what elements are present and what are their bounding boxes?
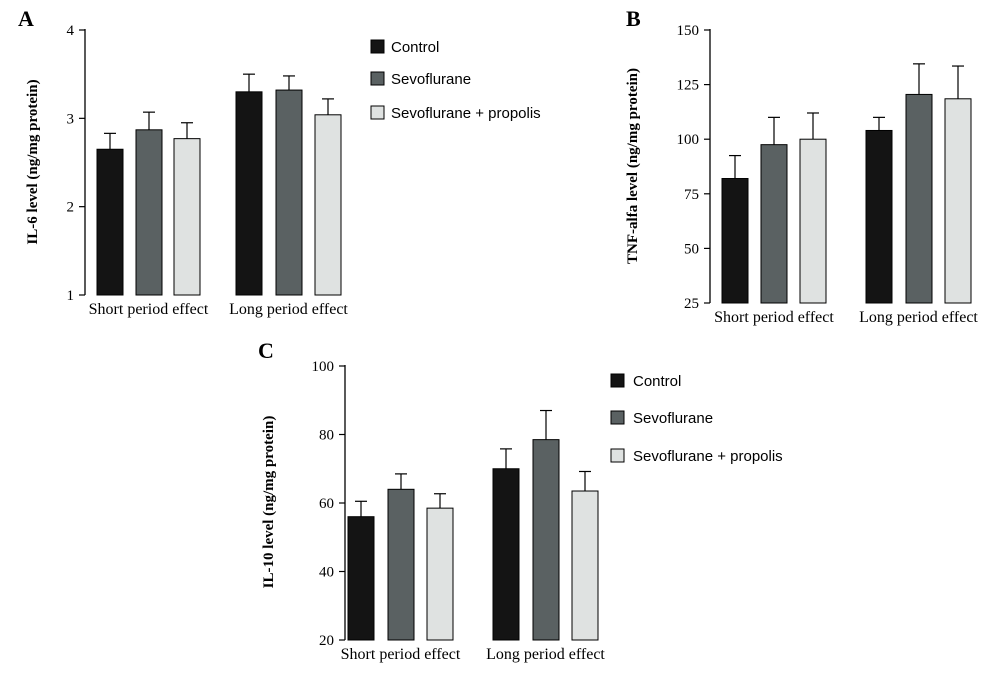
panel-b-category-label: Short period effect (714, 309, 834, 326)
panel-c-ytick-label: 40 (319, 565, 334, 581)
panel-c-short-period-effect-sevoflurane-propolis-bar (426, 507, 454, 641)
legend-label-sevoflurane: Sevoflurane (391, 71, 471, 88)
panel-c-axes: 20 40 60 80 100 Short period effect Long perio… (312, 359, 606, 663)
panel-a-letter: A (18, 6, 34, 31)
panel-c-ytick-label: 60 (319, 496, 334, 512)
legend-item-control: Control (370, 39, 439, 56)
panel-c-category-label: Short period effect (341, 646, 461, 663)
legend-label-control: Control (391, 39, 439, 56)
panel-a-axes: 1 2 3 4 Short period effect Long period effec… (67, 23, 349, 318)
legend-swatch-control (610, 373, 625, 388)
panel-c: C IL-10 level (ng/mg protein) 20 40 60 80 10… (258, 338, 605, 663)
panel-a-ytick-label: 4 (67, 23, 75, 39)
panel-a-long-period-effect-control-bar (235, 91, 263, 296)
panel-b-ytick-label: 75 (684, 187, 699, 203)
panel-a-ytick-label: 1 (67, 288, 75, 304)
legend-item-sevoflurane: Sevoflurane (610, 410, 713, 427)
panel-a-short-period-effect-sevoflurane-propolis-bar (173, 138, 201, 296)
panel-c-ytick-label: 80 (319, 428, 334, 444)
panel-b-ylabel: TNF-alfa level (ng/mg protein) (625, 68, 641, 264)
panel-b: B TNF-alfa level (ng/mg protein) 25 50 75 1… (625, 6, 978, 326)
panel-c-ytick-label: 100 (312, 359, 335, 375)
panel-c-ylabel: IL-10 level (ng/mg protein) (261, 416, 277, 589)
panel-b-ytick-label: 125 (677, 78, 700, 94)
panel-a-short-period-effect-sevoflurane-bar (135, 129, 163, 296)
legend-swatch-sevoflurane (610, 410, 625, 425)
panel-b-category-label: Long period effect (859, 309, 978, 326)
legend-item-sevoflurane-propolis: Sevoflurane + propolis (610, 448, 783, 465)
panel-b-long-period-effect-sevoflurane-propolis-bar (944, 98, 972, 304)
panel-b-letter: B (626, 6, 641, 31)
legend-label-sevoflurane-propolis: Sevoflurane + propolis (633, 448, 783, 465)
legend-item-control: Control (610, 373, 681, 390)
panel-c-bars (347, 409, 599, 641)
panel-c-ytick-label: 20 (319, 633, 334, 649)
panel-a-short-period-effect-control-bar (96, 148, 124, 296)
panel-c-long-period-effect-control-bar (492, 468, 520, 641)
panel-a-category-label: Short period effect (89, 301, 209, 318)
legend-top: Control Sevoflurane Sevoflurane + propol… (370, 39, 541, 122)
panel-a: A IL-6 level (ng/mg protein) 1 2 3 4 Short p… (18, 6, 348, 318)
legend-swatch-sevoflurane-propolis (370, 105, 385, 120)
panel-a-ylabel: IL-6 level (ng/mg protein) (25, 79, 41, 244)
panel-b-short-period-effect-sevoflurane-bar (760, 144, 788, 304)
panel-b-ytick-label: 25 (684, 296, 699, 312)
panel-b-long-period-effect-control-bar (865, 129, 893, 304)
legend-item-sevoflurane-propolis: Sevoflurane + propolis (370, 105, 541, 122)
panel-a-long-period-effect-sevoflurane-bar (275, 89, 303, 296)
legend-bottom: Control Sevoflurane Sevoflurane + propol… (610, 373, 783, 465)
panel-a-category-label: Long period effect (229, 301, 348, 318)
panel-c-long-period-effect-sevoflurane-bar (532, 439, 560, 641)
panel-b-ytick-label: 100 (677, 132, 700, 148)
panel-c-short-period-effect-control-bar (347, 516, 375, 641)
legend-swatch-sevoflurane-propolis (610, 448, 625, 463)
panel-b-ytick-label: 50 (684, 241, 699, 257)
legend-swatch-sevoflurane (370, 71, 385, 86)
panel-c-letter: C (258, 338, 274, 363)
legend-label-sevoflurane: Sevoflurane (633, 410, 713, 427)
panel-b-long-period-effect-sevoflurane-bar (905, 93, 933, 304)
panel-b-short-period-effect-sevoflurane-propolis-bar (799, 138, 827, 304)
panel-a-ytick-label: 2 (67, 200, 75, 216)
legend-label-control: Control (633, 373, 681, 390)
panel-a-ytick-label: 3 (67, 111, 75, 127)
legend-label-sevoflurane-propolis: Sevoflurane + propolis (391, 105, 541, 122)
panel-b-axes: 25 50 75 100 125 150 Short period effect Long p… (677, 23, 979, 326)
panel-c-long-period-effect-sevoflurane-propolis-bar (571, 490, 599, 641)
panel-a-long-period-effect-sevoflurane-propolis-bar (314, 114, 342, 296)
legend-item-sevoflurane: Sevoflurane (370, 71, 471, 88)
panel-b-bars (721, 63, 972, 304)
legend-swatch-control (370, 39, 385, 54)
panel-c-category-label: Long period effect (486, 646, 605, 663)
panel-b-short-period-effect-control-bar (721, 178, 749, 304)
panel-b-ytick-label: 150 (677, 23, 700, 39)
panel-a-bars (96, 73, 342, 296)
panel-c-short-period-effect-sevoflurane-bar (387, 488, 415, 641)
